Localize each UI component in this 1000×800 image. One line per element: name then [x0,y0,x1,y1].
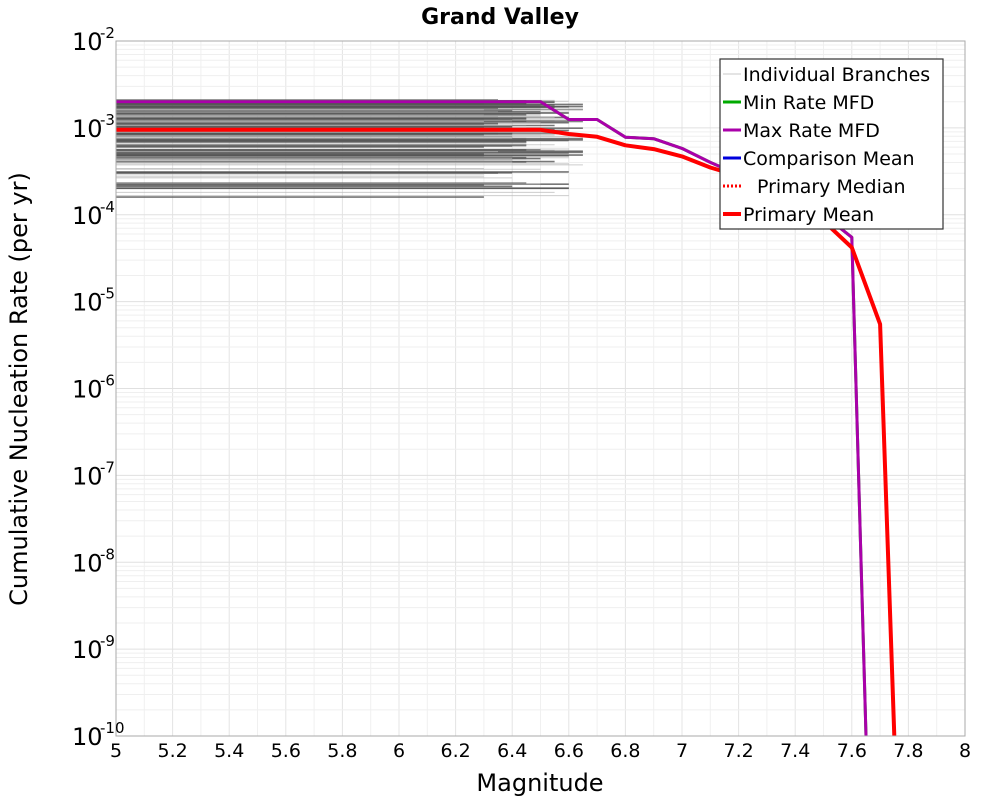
legend-entry: Max Rate MFD [743,120,880,142]
y-tick-base: 10 [72,549,103,577]
x-tick-label: 6.4 [497,740,527,762]
x-tick-label: 7 [676,740,688,762]
y-tick-exponent: -5 [100,285,115,303]
y-tick-base: 10 [72,723,103,751]
legend-entry: Min Rate MFD [743,92,874,114]
x-axis-label: Magnitude [476,769,603,797]
y-tick-exponent: -8 [100,545,115,563]
y-tick-base: 10 [72,115,103,143]
y-tick-base: 10 [72,376,103,404]
x-tick-label: 6.2 [440,740,470,762]
individual-branches [116,99,583,198]
legend-entry: Comparison Mean [743,148,915,170]
y-tick-base: 10 [72,28,103,56]
legend-box [719,58,944,230]
x-tick-label: 7.4 [780,740,810,762]
y-tick-exponent: -4 [100,198,115,216]
x-tick-label: 7.6 [837,740,867,762]
chart-title: Grand Valley [421,5,579,30]
y-tick-exponent: -2 [100,24,115,42]
x-tick-label: 8 [959,740,971,762]
y-axis-ticks: 10-210-310-410-510-610-710-810-910-10 [72,24,125,751]
series-line-primary-mean [116,127,897,736]
y-axis-label: Cumulative Nucleation Rate (per yr) [5,172,33,606]
x-tick-label: 5 [110,740,122,762]
y-tick-exponent: -10 [100,719,125,737]
y-tick-base: 10 [72,289,103,317]
x-tick-label: 5.2 [157,740,187,762]
y-tick-exponent: -3 [100,111,115,129]
y-tick-base: 10 [72,462,103,490]
y-tick-exponent: -7 [100,458,115,476]
y-tick-base: 10 [72,636,103,664]
legend: Individual Branches Min Rate MFD Max Rate … [719,58,944,230]
x-tick-label: 5.8 [327,740,357,762]
legend-entry: Individual Branches [743,64,930,86]
legend-entry: Primary Median [757,176,906,198]
x-tick-label: 7.2 [723,740,753,762]
legend-entry: Primary Mean [743,204,874,226]
x-tick-label: 7.8 [893,740,923,762]
x-tick-label: 6 [393,740,405,762]
x-tick-label: 5.6 [271,740,301,762]
x-tick-label: 5.4 [214,740,244,762]
y-tick-exponent: -6 [100,372,115,390]
x-tick-label: 6.6 [554,740,584,762]
x-axis-ticks: 5 5.2 5.4 5.6 5.8 6 6.2 6.4 6.6 6.8 7 7.2 7.4 7.6 7.8 8 [110,740,971,762]
y-tick-exponent: -9 [100,632,115,650]
plot-frame [115,40,966,737]
y-tick-base: 10 [72,202,103,230]
x-tick-label: 6.8 [610,740,640,762]
